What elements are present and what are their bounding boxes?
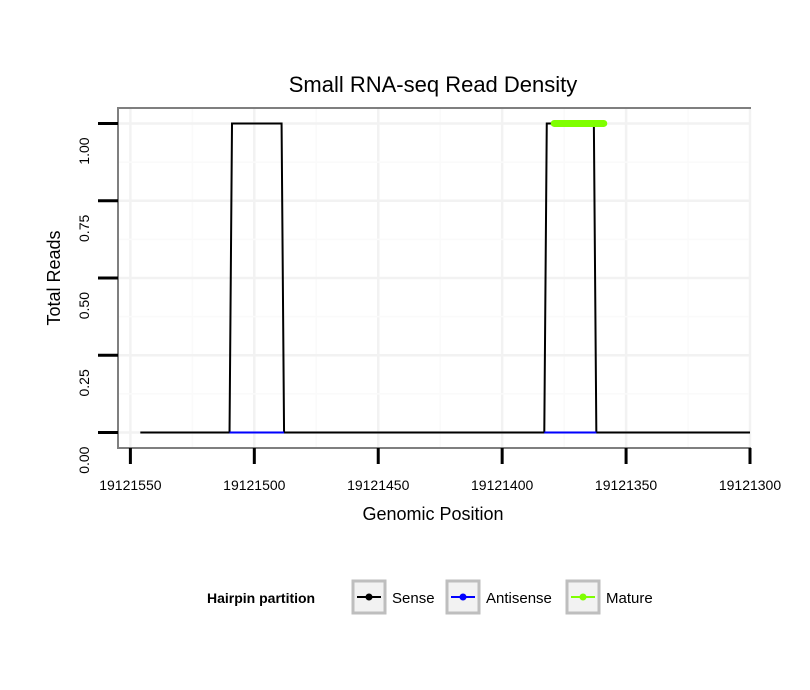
legend: Hairpin partition Sense Antisense Mature [207,579,653,615]
x-axis-label: Genomic Position [362,504,503,524]
legend-label-antisense: Antisense [486,590,552,607]
legend-title: Hairpin partition [207,590,315,606]
y-axis-label: Total Reads [44,230,64,325]
y-tick-label: 1.00 [76,137,92,164]
x-tick-label: 19121500 [223,477,286,493]
legend-key-point-sense [365,593,373,601]
x-tick-label: 19121550 [99,477,162,493]
series-layer [140,119,750,434]
grid-lines [119,109,752,447]
series-sense-line [140,122,750,434]
x-axis: 19121550 19121500 19121450 19121400 19121350… [99,448,781,493]
legend-key-point-mature [579,593,587,601]
x-tick-label: 19121350 [595,477,658,493]
x-tick-label: 19121300 [719,477,782,493]
x-tick-label: 19121400 [471,477,534,493]
y-tick-label: 0.25 [76,369,92,396]
chart-title: Small RNA-seq Read Density [289,72,578,97]
y-tick-label: 0.50 [76,292,92,319]
y-tick-label: 0.00 [76,446,92,473]
legend-key-point-antisense [459,593,467,601]
legend-label-sense: Sense [392,590,435,607]
y-tick-label: 0.75 [76,215,92,242]
y-axis: 0.00 0.25 0.50 0.75 1.00 [76,121,118,474]
legend-label-mature: Mature [606,590,653,607]
x-tick-label: 19121450 [347,477,410,493]
